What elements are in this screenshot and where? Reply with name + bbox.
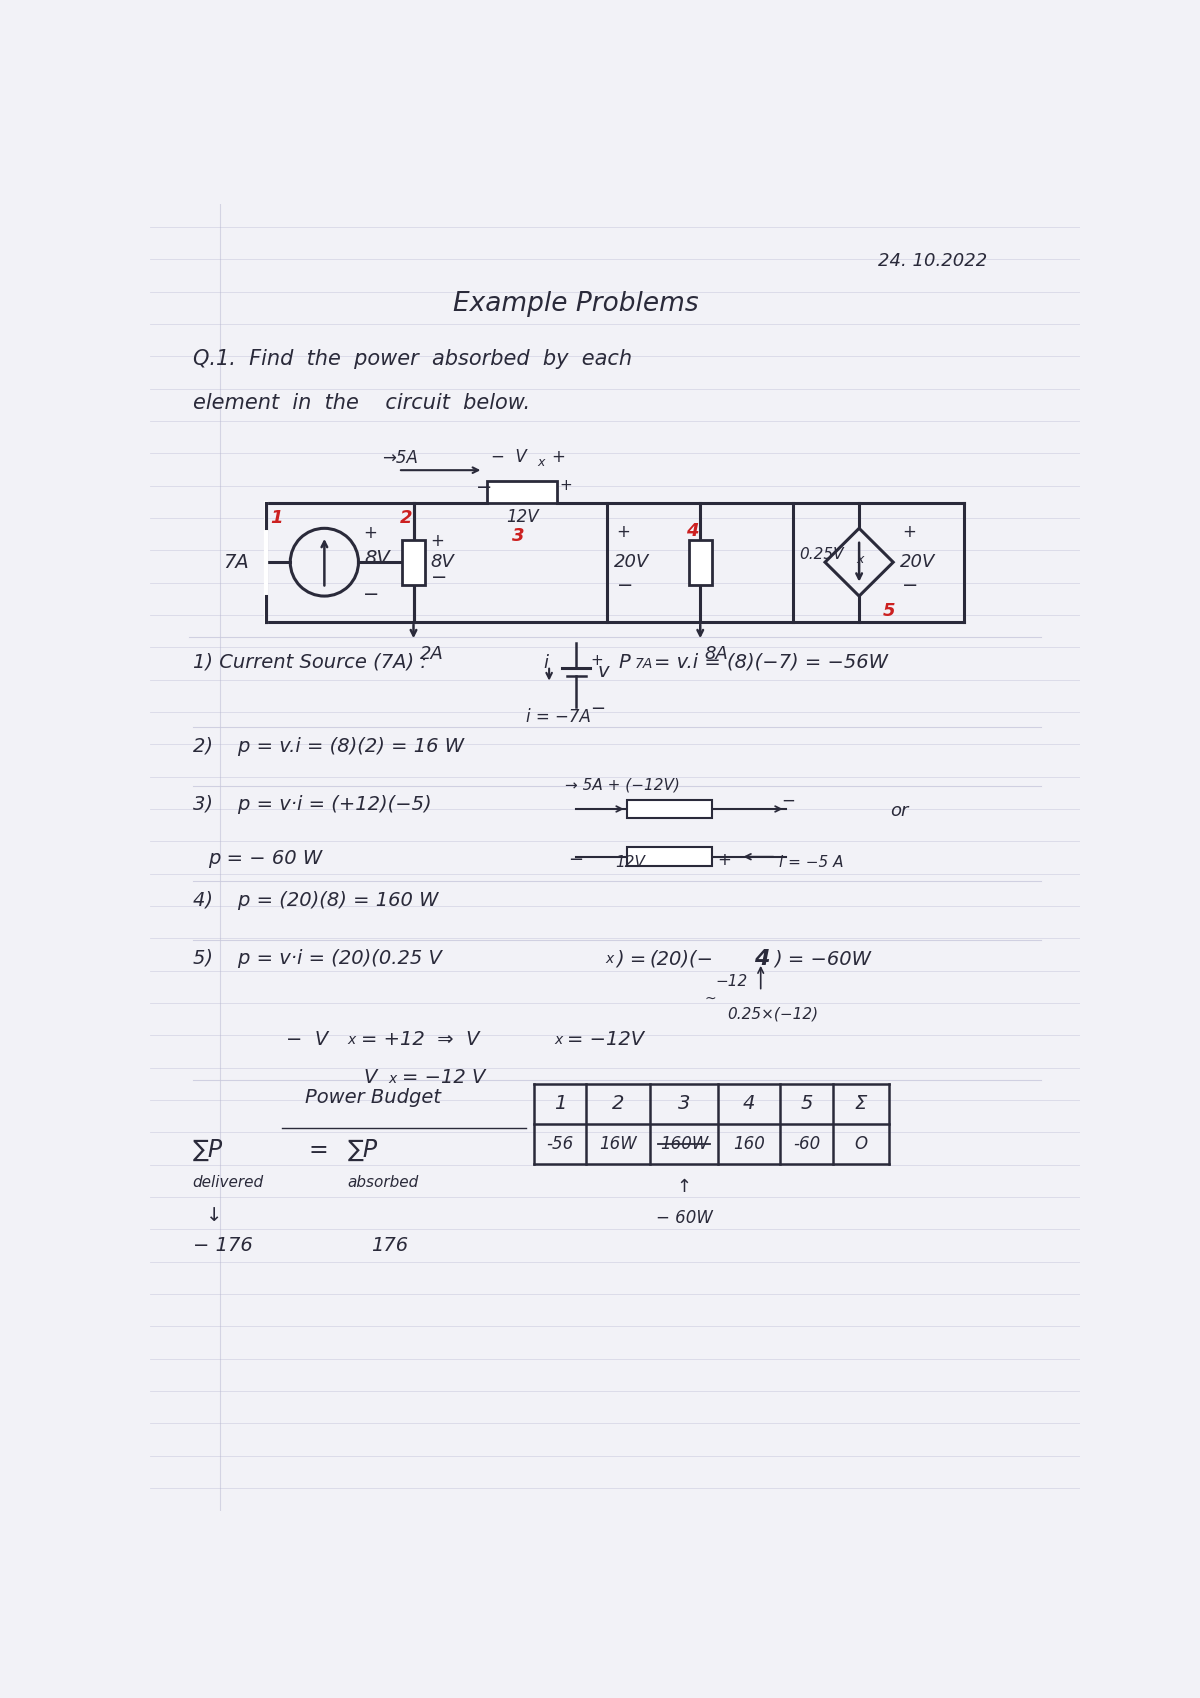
Text: 3: 3 [678,1095,690,1114]
Text: v: v [598,662,610,681]
Text: = −12 V: = −12 V [402,1068,485,1087]
Text: x: x [606,953,614,966]
Text: 1) Current Source (7A) :: 1) Current Source (7A) : [193,652,427,672]
Text: i = −7A: i = −7A [526,708,590,727]
Text: 0.25×(−12): 0.25×(−12) [727,1007,818,1022]
Text: absorbed: absorbed [348,1175,419,1190]
Text: −: − [364,586,379,604]
Text: 0.25V: 0.25V [799,547,844,562]
Text: +: + [364,525,377,542]
Text: O: O [854,1134,868,1153]
Text: = −12V: = −12V [566,1031,644,1049]
Text: 12V: 12V [506,508,539,526]
Text: 160: 160 [733,1134,766,1153]
Text: element  in  the    circuit  below.: element in the circuit below. [193,394,529,413]
Text: +: + [431,531,444,550]
Text: =: = [308,1138,329,1161]
Text: −: − [617,576,632,594]
Text: 5)    p = v·i = (20)(0.25 V: 5) p = v·i = (20)(0.25 V [193,949,442,968]
Text: 12V: 12V [616,854,644,869]
Text: Q.1.  Find  the  power  absorbed  by  each: Q.1. Find the power absorbed by each [193,348,631,368]
Text: ↑: ↑ [677,1178,691,1195]
Text: −: − [590,700,605,718]
Text: P: P [619,652,631,672]
Text: 4: 4 [686,521,698,540]
Text: − 176: − 176 [193,1236,252,1255]
Text: Σ: Σ [854,1095,866,1114]
Text: 4: 4 [755,949,770,970]
Bar [402,540,425,584]
Text: ~: ~ [704,992,715,1005]
Text: V: V [364,1068,377,1087]
Text: 8A: 8A [704,645,728,662]
Text: +: + [718,851,731,869]
Text: 5: 5 [882,603,895,620]
Text: +: + [552,448,565,465]
Text: 160W: 160W [660,1134,708,1153]
Bar [689,540,712,584]
Text: ∑P: ∑P [193,1138,223,1161]
Bar [626,800,712,818]
Text: −: − [901,576,918,594]
Text: +: + [901,523,916,540]
Text: x: x [554,1032,563,1048]
Text: = +12  ⇒  V: = +12 ⇒ V [361,1031,479,1049]
Text: → 5A + (−12V): → 5A + (−12V) [565,778,679,791]
Text: 7A: 7A [223,552,250,572]
Text: x: x [857,552,864,565]
Text: x: x [389,1071,397,1085]
Text: p = − 60 W: p = − 60 W [208,849,323,868]
Text: ) =: ) = [617,949,647,968]
Text: 1: 1 [553,1095,566,1114]
Text: ) = −60W: ) = −60W [774,949,871,968]
Text: −: − [431,569,446,588]
Text: x: x [538,457,545,469]
Text: i = −5 A: i = −5 A [779,854,844,869]
Text: -56: -56 [546,1134,574,1153]
Text: −: − [569,851,583,869]
Bar [487,481,557,503]
Text: 176: 176 [371,1236,408,1255]
Text: 4)    p = (20)(8) = 160 W: 4) p = (20)(8) = 160 W [193,891,438,910]
Text: − 60W: − 60W [655,1209,713,1226]
Text: ↓: ↓ [206,1206,222,1224]
Text: →5A: →5A [383,448,419,467]
Text: 24. 10.2022: 24. 10.2022 [877,253,986,270]
Text: or: or [890,801,908,820]
Text: -60: -60 [793,1134,820,1153]
Text: −  V: − V [286,1031,328,1049]
Text: 3)    p = v·i = (+12)(−5): 3) p = v·i = (+12)(−5) [193,795,431,813]
Text: delivered: delivered [193,1175,264,1190]
Text: −12: −12 [715,973,748,988]
Text: x: x [348,1032,356,1048]
Text: 1: 1 [270,509,283,526]
Bar [626,847,712,866]
Text: (20)(−: (20)(− [650,949,714,968]
Text: 2: 2 [400,509,412,526]
Text: = v.i = (8)(−7) = −56W: = v.i = (8)(−7) = −56W [654,652,888,672]
Text: 5: 5 [800,1095,812,1114]
Text: 2)    p = v.i = (8)(2) = 16 W: 2) p = v.i = (8)(2) = 16 W [193,737,463,756]
Text: ∑P: ∑P [348,1138,378,1161]
Text: 20V: 20V [613,554,649,571]
Text: 8V: 8V [431,554,455,571]
Text: 2A: 2A [420,645,444,662]
Text: 8V: 8V [365,548,390,567]
Text: +: + [617,523,630,540]
Text: −  V: − V [491,448,527,465]
Text: 7A: 7A [635,657,653,671]
Text: 2: 2 [612,1095,624,1114]
Text: −: − [475,477,492,496]
Text: +: + [590,652,602,667]
Text: 16W: 16W [599,1134,637,1153]
Text: −: − [781,791,796,810]
Text: 3: 3 [512,526,524,545]
Text: +: + [559,479,572,492]
Text: 4: 4 [743,1095,755,1114]
Text: Example Problems: Example Problems [454,290,700,318]
Text: 20V: 20V [900,554,935,571]
Text: Power Budget: Power Budget [305,1088,442,1107]
Text: i: i [544,654,548,672]
